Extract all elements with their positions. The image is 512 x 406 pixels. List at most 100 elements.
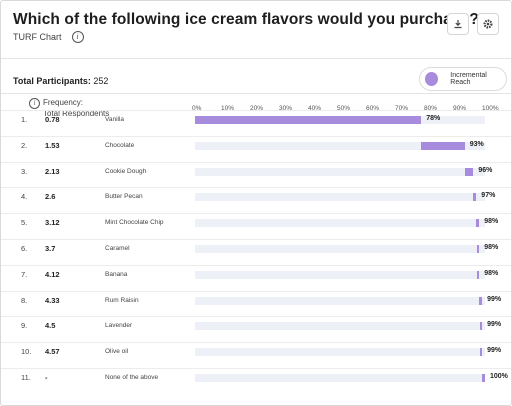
x-tick-label: 0% bbox=[192, 105, 202, 112]
row-rank: 10. bbox=[21, 347, 32, 357]
chart-subtitle-row: TURF Chart i bbox=[13, 31, 84, 43]
row-divider bbox=[1, 161, 511, 163]
row-divider bbox=[1, 368, 511, 369]
row-divider bbox=[1, 187, 511, 189]
frequency-header-line1: Frequency: bbox=[43, 98, 84, 107]
x-tick-label: 80% bbox=[424, 105, 438, 112]
chart-subtitle: TURF Chart bbox=[13, 32, 62, 42]
row-flavor: Cookie Dough bbox=[105, 167, 147, 175]
row-divider bbox=[1, 110, 511, 111]
x-tick-label: 70% bbox=[395, 105, 409, 112]
x-tick-label: 100% bbox=[482, 105, 499, 112]
bar-track bbox=[195, 245, 485, 253]
row-rank: 1. bbox=[21, 115, 28, 124]
total-participants: Total Participants: 252 bbox=[13, 76, 108, 86]
incremental-reach-bar bbox=[477, 270, 480, 279]
row-rank: 7. bbox=[21, 269, 28, 279]
x-tick-label: 90% bbox=[453, 105, 467, 112]
incremental-reach-bar bbox=[476, 219, 480, 228]
row-frequency: 2.13 bbox=[45, 166, 60, 176]
bar-value-label: 97% bbox=[481, 192, 496, 200]
legend-label: Incremental Reach bbox=[450, 72, 487, 86]
bar-value-label: 98% bbox=[484, 218, 499, 226]
incremental-reach-bar bbox=[479, 296, 483, 305]
bar-value-label: 99% bbox=[487, 347, 502, 355]
bar-track bbox=[195, 322, 485, 331]
row-flavor: Caramel bbox=[105, 245, 130, 252]
row-rank: 8. bbox=[21, 295, 28, 305]
row-frequency: - bbox=[45, 373, 48, 382]
participants-label: Total Participants: bbox=[13, 76, 91, 86]
x-tick-label: 20% bbox=[250, 105, 264, 112]
row-flavor: Rum Raisin bbox=[105, 296, 139, 304]
bar-value-label: 99% bbox=[487, 295, 502, 303]
incremental-reach-bar bbox=[480, 348, 483, 357]
row-divider bbox=[1, 135, 511, 137]
summary-divider bbox=[1, 93, 511, 94]
incremental-reach-bar bbox=[482, 374, 485, 382]
frequency-header: Frequency: Total Respondents bbox=[43, 97, 109, 119]
row-divider bbox=[1, 213, 511, 215]
row-rank: 4. bbox=[21, 192, 28, 202]
row-divider bbox=[1, 342, 511, 344]
row-rank: 5. bbox=[21, 218, 28, 228]
bar-value-label: 99% bbox=[487, 321, 502, 329]
bar-value-label: 96% bbox=[478, 166, 493, 174]
x-tick-label: 60% bbox=[366, 105, 380, 112]
row-frequency: 4.12 bbox=[45, 269, 60, 279]
row-divider bbox=[1, 264, 511, 266]
x-tick-label: 50% bbox=[337, 105, 351, 112]
bar-track bbox=[195, 296, 485, 305]
bar-track bbox=[195, 193, 485, 202]
row-frequency: 4.33 bbox=[45, 295, 60, 305]
row-flavor: None of the above bbox=[105, 374, 159, 381]
download-icon bbox=[454, 20, 462, 29]
row-frequency: 2.6 bbox=[45, 192, 56, 202]
x-tick-label: 30% bbox=[279, 105, 293, 112]
row-frequency: 0.78 bbox=[45, 115, 60, 124]
row-rank: 2. bbox=[21, 140, 28, 150]
info-icon[interactable]: i bbox=[71, 31, 84, 43]
bar-value-label: 98% bbox=[484, 244, 499, 251]
row-frequency: 4.5 bbox=[45, 321, 56, 331]
chart-title: Which of the following ice cream flavors… bbox=[13, 11, 479, 28]
incremental-reach-bar bbox=[421, 141, 465, 150]
row-flavor: Mint Chocolate Chip bbox=[105, 219, 164, 227]
x-tick-label: 10% bbox=[221, 105, 235, 112]
row-flavor: Chocolate bbox=[105, 141, 135, 149]
legend[interactable]: Incremental Reach bbox=[419, 67, 507, 91]
row-flavor: Banana bbox=[105, 270, 128, 278]
bar-track bbox=[195, 141, 485, 150]
bar-track bbox=[195, 219, 485, 228]
incremental-reach-bar bbox=[480, 322, 483, 331]
participants-value: 252 bbox=[93, 76, 109, 86]
frequency-info-icon[interactable]: i bbox=[29, 98, 40, 109]
row-flavor: Butter Pecan bbox=[105, 193, 143, 201]
incremental-reach-bar bbox=[477, 245, 480, 253]
legend-swatch bbox=[425, 72, 439, 86]
download-button[interactable] bbox=[447, 13, 469, 35]
bar-value-label: 93% bbox=[469, 140, 484, 148]
x-tick-label: 40% bbox=[308, 105, 322, 112]
bar-value-label: 98% bbox=[484, 269, 499, 277]
row-frequency: 4.57 bbox=[45, 347, 60, 357]
row-rank: 6. bbox=[21, 244, 28, 253]
bar-value-label: 100% bbox=[490, 373, 508, 380]
bar-track bbox=[195, 374, 485, 382]
row-rank: 3. bbox=[21, 166, 28, 176]
incremental-reach-bar bbox=[464, 167, 474, 176]
incremental-reach-bar bbox=[195, 116, 422, 124]
incremental-reach-bar bbox=[473, 193, 477, 202]
row-flavor: Lavender bbox=[105, 322, 133, 330]
row-rank: 9. bbox=[21, 321, 28, 331]
settings-button[interactable] bbox=[477, 13, 499, 35]
row-rank: 11. bbox=[21, 373, 31, 382]
row-flavor: Olive oil bbox=[105, 348, 129, 356]
row-flavor: Vanilla bbox=[105, 116, 125, 123]
bar-value-label: 78% bbox=[426, 115, 441, 122]
gear-icon bbox=[483, 19, 493, 29]
row-divider bbox=[1, 290, 511, 292]
row-frequency: 3.7 bbox=[45, 244, 56, 253]
row-divider bbox=[1, 316, 511, 318]
row-divider bbox=[1, 239, 511, 240]
